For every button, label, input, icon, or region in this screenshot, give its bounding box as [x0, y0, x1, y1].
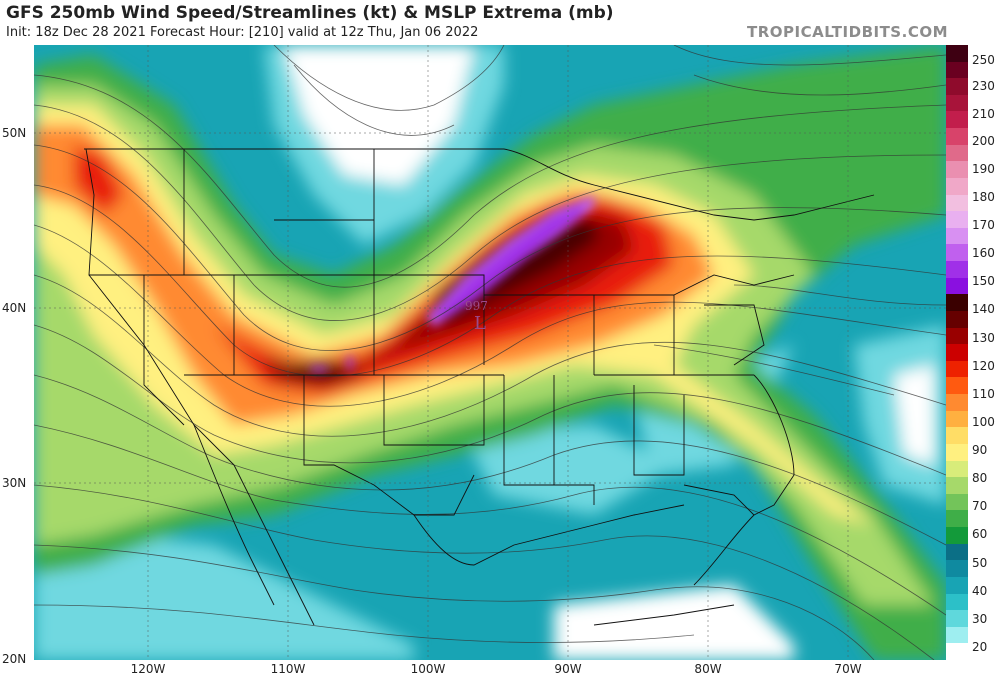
colorbar-tick-label: 110 — [972, 387, 995, 401]
colorbar-swatch — [946, 593, 968, 611]
lon-label-120w: 120W — [130, 662, 166, 676]
colorbar-swatch — [946, 560, 968, 578]
lat-label-20n: 20N — [2, 652, 27, 666]
pressure-extrema-value: 997 — [465, 299, 488, 313]
lon-label-80w: 80W — [694, 662, 722, 676]
map-subtitle: Init: 18z Dec 28 2021 Forecast Hour: [21… — [6, 25, 479, 40]
colorbar-swatch — [946, 410, 968, 428]
wind-speed-colorbar — [946, 45, 968, 661]
colorbar-swatch — [946, 344, 968, 362]
colorbar-swatch — [946, 78, 968, 96]
colorbar-swatch — [946, 310, 968, 329]
lon-label-100w: 100W — [410, 662, 446, 676]
colorbar-swatch — [946, 377, 968, 395]
colorbar-swatch — [946, 261, 968, 279]
colorbar-swatch — [946, 527, 968, 545]
colorbar-swatch — [946, 277, 968, 295]
colorbar-swatch — [946, 294, 968, 312]
header: GFS 250mb Wind Speed/Streamlines (kt) & … — [0, 0, 1000, 44]
colorbar-tick-label: 130 — [972, 331, 995, 345]
colorbar-swatch — [946, 128, 968, 146]
colorbar-tick-label: 180 — [972, 190, 995, 204]
colorbar-swatch — [946, 576, 968, 595]
colorbar-swatch — [946, 111, 968, 129]
colorbar-swatch — [946, 144, 968, 162]
wind-map — [34, 45, 946, 660]
colorbar-swatch — [946, 194, 968, 212]
wind-map-graphic — [34, 45, 946, 660]
jet-max-shading — [309, 195, 594, 372]
colorbar-swatch — [946, 61, 968, 79]
colorbar-swatch — [946, 610, 968, 628]
colorbar-swatch — [946, 460, 968, 478]
lat-label-50n: 50N — [2, 126, 27, 140]
colorbar-tick-label: 50 — [972, 556, 988, 570]
colorbar-tick-label: 70 — [972, 499, 988, 513]
colorbar-swatch — [946, 244, 968, 262]
low-pressure-symbol: L — [474, 313, 486, 334]
colorbar-tick-label: 40 — [972, 584, 988, 598]
colorbar-swatch — [946, 626, 968, 644]
colorbar-swatch — [946, 45, 968, 63]
colorbar-swatch — [946, 327, 968, 345]
colorbar-tick-label: 190 — [972, 162, 995, 176]
lon-label-110w: 110W — [270, 662, 306, 676]
colorbar-tick-label: 120 — [972, 359, 995, 373]
colorbar-tick-label: 140 — [972, 302, 995, 316]
lat-label-30n: 30N — [2, 476, 27, 490]
lat-lon-grid — [34, 45, 946, 660]
colorbar-swatch — [946, 543, 968, 561]
colorbar-swatch — [946, 177, 968, 196]
colorbar-swatch — [946, 227, 968, 246]
colorbar-tick-label: 230 — [972, 79, 995, 93]
colorbar-swatch — [946, 643, 968, 661]
colorbar-tick-label: 30 — [972, 612, 988, 626]
colorbar-swatch — [946, 360, 968, 379]
lon-label-70w: 70W — [834, 662, 862, 676]
colorbar-swatch — [946, 211, 968, 229]
colorbar-tick-label: 100 — [972, 415, 995, 429]
colorbar-swatch — [946, 394, 968, 412]
colorbar-tick-label: 170 — [972, 218, 995, 232]
colorbar-tick-label: 200 — [972, 134, 995, 148]
colorbar-tick-label: 250 — [972, 53, 995, 67]
brand-logo-text[interactable]: TROPICALTIDBITS.COM — [747, 23, 948, 41]
colorbar-swatch — [946, 94, 968, 113]
colorbar-tick-label: 90 — [972, 443, 988, 457]
lon-label-90w: 90W — [554, 662, 582, 676]
colorbar-tick-label: 210 — [972, 107, 995, 121]
colorbar-swatch — [946, 510, 968, 528]
colorbar-tick-label: 80 — [972, 471, 988, 485]
colorbar-tick-label: 20 — [972, 640, 988, 654]
colorbar-swatch — [946, 493, 968, 511]
map-title: GFS 250mb Wind Speed/Streamlines (kt) & … — [6, 3, 614, 23]
colorbar-swatch — [946, 443, 968, 462]
lat-label-40n: 40N — [2, 301, 27, 315]
colorbar-tick-label: 60 — [972, 527, 988, 541]
colorbar-swatch — [946, 427, 968, 445]
colorbar-swatch — [946, 477, 968, 495]
colorbar-tick-label: 160 — [972, 246, 995, 260]
colorbar-swatch — [946, 161, 968, 179]
political-boundaries — [84, 148, 875, 626]
colorbar-tick-label: 150 — [972, 274, 995, 288]
